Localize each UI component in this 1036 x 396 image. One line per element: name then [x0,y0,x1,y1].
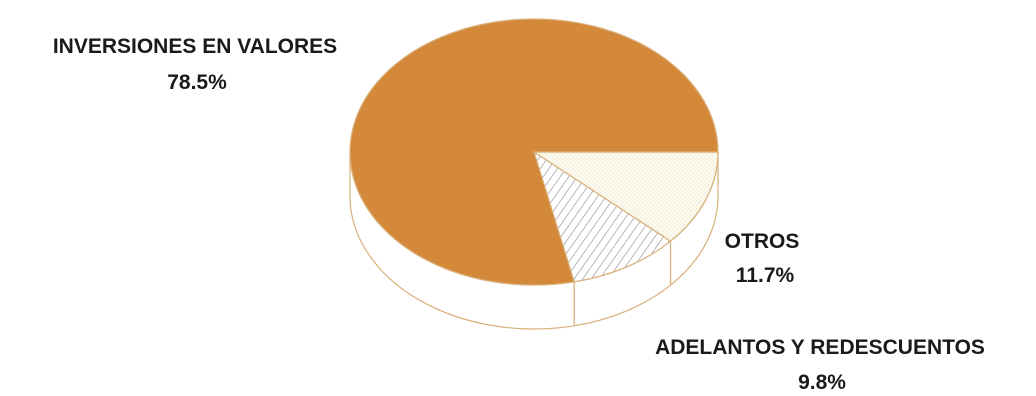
pie-slice-otros [531,151,719,242]
value-adelantos: 9.8% [798,371,846,394]
pie-slice-adelantos-y-redescuentos [532,150,672,283]
value-otros: 11.7% [736,264,795,287]
label-inversiones: INVERSIONES EN VALORES [53,35,337,58]
pie-slice-inversiones-en-valores [349,18,719,286]
pie-top-face [349,18,719,286]
label-otros: OTROS [725,230,800,253]
label-adelantos: ADELANTOS Y REDESCUENTOS [655,336,985,359]
value-inversiones: 78.5% [167,71,227,94]
